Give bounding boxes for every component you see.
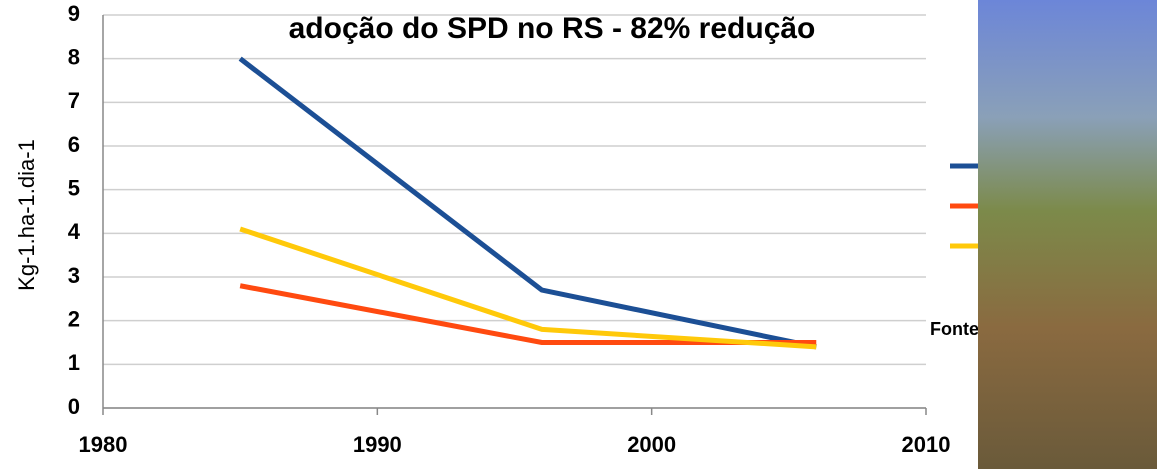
y-tick-label: 7 <box>68 88 80 113</box>
y-tick-label: 1 <box>68 350 80 375</box>
y-tick-label: 9 <box>68 1 80 26</box>
plot-area: 0 1 2 3 4 5 6 7 8 9 1980 1990 2000 2010 <box>68 1 951 457</box>
x-tick-label: 2000 <box>627 432 676 457</box>
x-tick-label: 1990 <box>353 432 402 457</box>
background-photo <box>978 0 1157 469</box>
x-tick-label: 2010 <box>902 432 951 457</box>
chart-title: adoção do SPD no RS - 82% redução <box>289 12 816 45</box>
x-tick-label: 1980 <box>79 432 128 457</box>
y-tick-label: 5 <box>68 175 80 200</box>
series-line <box>239 226 817 350</box>
y-tick-label: 6 <box>68 132 80 157</box>
y-tick-label: 0 <box>68 394 80 419</box>
y-tick-label: 3 <box>68 263 80 288</box>
y-tick-label: 2 <box>68 306 80 331</box>
y-axis-label: Kg-1.ha-1.dia-1 <box>14 139 39 291</box>
y-tick-label: 8 <box>68 44 80 69</box>
series-line <box>238 56 817 350</box>
y-tick-label: 4 <box>68 219 81 244</box>
series-line <box>239 283 817 345</box>
